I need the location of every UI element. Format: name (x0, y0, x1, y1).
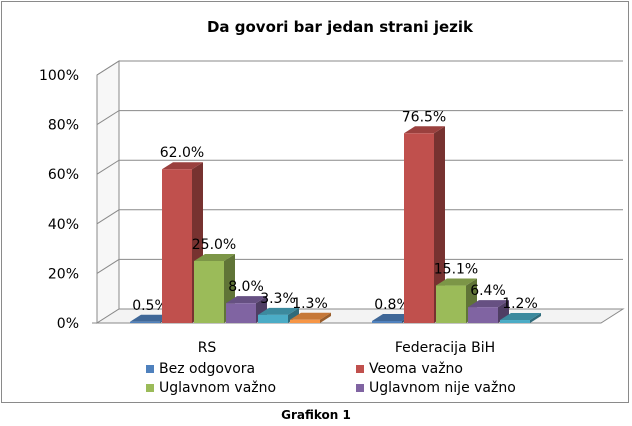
gridline (96, 159, 623, 175)
legend-swatch (146, 384, 154, 392)
data-label: 25.0% (192, 237, 236, 253)
bar-top (258, 307, 299, 315)
side-wall (96, 60, 120, 324)
bar-top (500, 313, 541, 321)
data-label: 3.3% (260, 291, 296, 307)
bar (162, 169, 192, 323)
bar-top (468, 300, 509, 308)
bar-side (288, 307, 299, 323)
data-label: 6.4% (470, 283, 506, 299)
chart-caption: Grafikon 1 (281, 408, 351, 422)
legend-swatch (356, 365, 364, 373)
bar (372, 321, 402, 323)
x-tick-label: RS (198, 340, 217, 356)
bar (226, 303, 256, 323)
legend-swatch (146, 365, 154, 373)
bar-top (226, 296, 267, 304)
data-label: 62.0% (160, 145, 204, 161)
bar (404, 133, 434, 323)
legend-label: Uglavnom važno (159, 380, 276, 396)
y-tick-label: 100% (39, 68, 79, 84)
x-tick-label: Federacija BiH (395, 340, 495, 356)
data-label: 1.2% (502, 296, 538, 312)
legend-swatch (356, 384, 364, 392)
bar-top (194, 254, 235, 261)
gridline (96, 60, 623, 76)
y-tick-label: 40% (48, 217, 79, 233)
data-label: 0.5% (132, 298, 168, 314)
bar (468, 307, 498, 323)
bar-top (404, 126, 445, 134)
y-tick-label: 0% (57, 316, 79, 332)
gridline (96, 110, 623, 126)
y-tick-label: 60% (48, 167, 79, 183)
bar (500, 320, 530, 323)
gridline (96, 258, 623, 274)
data-label: 15.1% (434, 262, 478, 278)
data-label: 1.3% (292, 296, 328, 312)
data-label: 76.5% (402, 109, 446, 125)
bar-top (162, 162, 203, 170)
bar-side (434, 126, 445, 323)
bar (290, 319, 320, 323)
bar-top (436, 278, 477, 286)
bar-top (372, 314, 413, 322)
gridline (96, 209, 623, 225)
legend-label: Veoma važno (369, 361, 463, 377)
data-label: 8.0% (228, 279, 264, 295)
bar (130, 321, 160, 323)
bar-side (320, 312, 331, 323)
bar-side (530, 313, 541, 323)
bar-top (290, 312, 331, 320)
data-label: 0.8% (374, 297, 410, 313)
bar (436, 285, 466, 323)
bar (258, 314, 288, 323)
chart-title: Da govori bar jedan strani jezik (207, 18, 474, 36)
y-tick-label: 80% (48, 118, 79, 134)
bar-chart: 0% 20% 40% 60% 80% 100% Da govori bar jedan st… (39, 18, 625, 396)
back-wall (119, 61, 623, 309)
bar-top (130, 314, 171, 322)
bar (194, 261, 224, 323)
y-tick-label: 20% (48, 266, 79, 282)
legend-label: Uglavnom nije važno (369, 380, 516, 396)
legend-label: Bez odgovora (159, 361, 255, 377)
